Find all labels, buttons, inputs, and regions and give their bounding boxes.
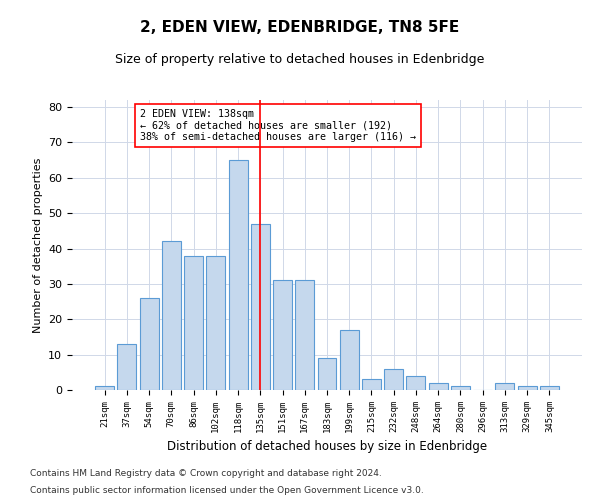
Bar — [451, 386, 470, 390]
Bar — [162, 242, 181, 390]
Bar — [140, 298, 158, 390]
Text: Size of property relative to detached houses in Edenbridge: Size of property relative to detached ho… — [115, 52, 485, 66]
X-axis label: Distribution of detached houses by size in Edenbridge: Distribution of detached houses by size … — [167, 440, 487, 454]
Text: Contains HM Land Registry data © Crown copyright and database right 2024.: Contains HM Land Registry data © Crown c… — [30, 468, 382, 477]
Bar — [540, 386, 559, 390]
Bar — [295, 280, 314, 390]
Text: 2, EDEN VIEW, EDENBRIDGE, TN8 5FE: 2, EDEN VIEW, EDENBRIDGE, TN8 5FE — [140, 20, 460, 35]
Text: 2 EDEN VIEW: 138sqm
← 62% of detached houses are smaller (192)
38% of semi-detac: 2 EDEN VIEW: 138sqm ← 62% of detached ho… — [140, 109, 416, 142]
Bar — [273, 280, 292, 390]
Bar — [206, 256, 225, 390]
Bar — [184, 256, 203, 390]
Text: Contains public sector information licensed under the Open Government Licence v3: Contains public sector information licen… — [30, 486, 424, 495]
Bar — [229, 160, 248, 390]
Y-axis label: Number of detached properties: Number of detached properties — [32, 158, 43, 332]
Bar — [340, 330, 359, 390]
Bar — [362, 380, 381, 390]
Bar — [406, 376, 425, 390]
Bar — [496, 383, 514, 390]
Bar — [384, 369, 403, 390]
Bar — [518, 386, 536, 390]
Bar — [317, 358, 337, 390]
Bar — [429, 383, 448, 390]
Bar — [95, 386, 114, 390]
Bar — [118, 344, 136, 390]
Bar — [251, 224, 270, 390]
